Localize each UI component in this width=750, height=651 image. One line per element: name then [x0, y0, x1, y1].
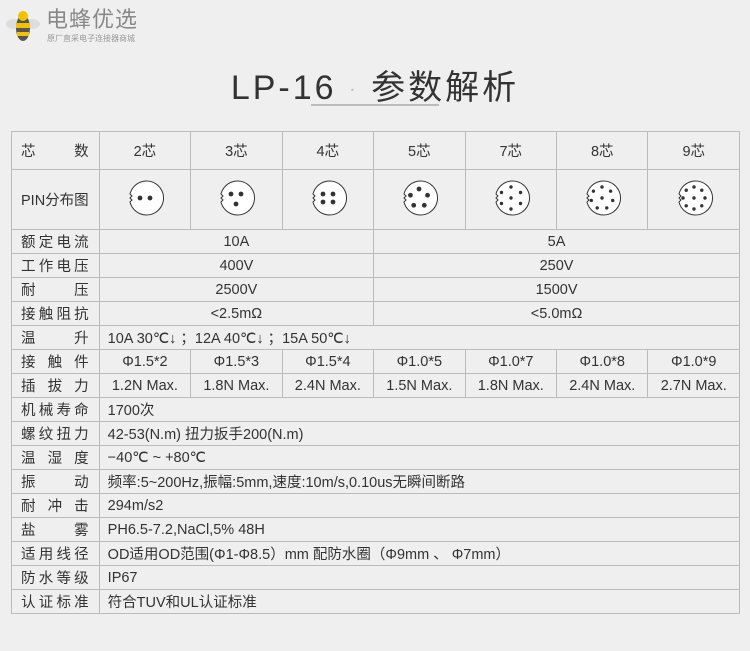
header-row: 芯 数 2芯 3芯 4芯 5芯 7芯 8芯 9芯 — [11, 131, 740, 170]
logo: 电蜂优选 原厂直采电子连接器商城 — [6, 6, 138, 46]
value-cell: −40℃ ~ +80℃ — [98, 445, 741, 470]
core-count-header: 4芯 — [281, 131, 375, 170]
value-cell: Φ1.5*2 — [98, 349, 192, 374]
page-title: LP-16 · 参数解析 — [0, 60, 750, 109]
table-row: 适用线径 OD适用OD范围(Φ1-Φ8.5）mm 配防水圈（Φ9mm 、 Φ7mm… — [11, 541, 741, 566]
value-cell: 1.5N Max. — [373, 373, 466, 398]
core-count-header: 8芯 — [556, 131, 649, 170]
core-count-header: 2芯 — [98, 131, 192, 170]
value-cell: 294m/s2 — [98, 493, 741, 518]
table-row: 机械寿命 1700次 — [11, 397, 741, 422]
value-cell: 1700次 — [98, 397, 741, 422]
value-cell: 1.8N Max. — [464, 373, 558, 398]
row-label: 温 升 — [11, 325, 100, 350]
pin-diagram-cell — [556, 169, 649, 230]
row-label: PIN分布图 — [11, 169, 100, 230]
title-underline — [311, 104, 439, 106]
value-cell: IP67 — [98, 565, 741, 590]
value-cell: 42-53(N.m) 扭力扳手200(N.m) — [98, 421, 741, 446]
value-cell: <5.0mΩ — [373, 301, 740, 326]
pin-diagram-cell — [647, 169, 740, 230]
value-cell: <2.5mΩ — [98, 301, 375, 326]
row-label: 插 拔 力 — [11, 373, 100, 398]
row-label: 盐 雾 — [11, 517, 100, 542]
row-label: 芯 数 — [11, 131, 100, 170]
value-cell: 频率:5~200Hz,振幅:5mm,速度:10m/s,0.10us无瞬间断路 — [98, 469, 741, 494]
pin-layout-icon — [403, 180, 439, 215]
table-row: 认证标准 符合TUV和UL认证标准 — [11, 589, 741, 614]
row-label: 认证标准 — [11, 589, 100, 614]
table-row: 接 触 件 Φ1.5*2 Φ1.5*3 Φ1.5*4 Φ1.0*5 Φ1.0*7 Φ1.0*… — [11, 349, 740, 374]
table-row: 耐 冲 击 294m/s2 — [11, 493, 741, 518]
core-count-header: 7芯 — [464, 131, 558, 170]
row-label: 接 触 件 — [11, 349, 100, 374]
value-cell: 250V — [373, 253, 740, 278]
table-row: 防水等级 IP67 — [11, 565, 741, 590]
logo-name: 电蜂优选 — [46, 7, 139, 33]
bee-logo-icon — [6, 11, 40, 41]
value-cell: Φ1.0*9 — [647, 349, 740, 374]
row-label: 耐 冲 击 — [11, 493, 100, 518]
table-row: 耐 压 2500V 1500V — [11, 277, 740, 302]
table-row: 额定电流 10A 5A — [11, 229, 740, 254]
table-row: 温 湿 度 −40℃ ~ +80℃ — [11, 445, 741, 470]
value-cell: 2.7N Max. — [647, 373, 740, 398]
value-cell: 10A 30℃↓ ；12A 40℃↓ ；15A 50℃↓ — [98, 325, 741, 350]
table-row: 工作电压 400V 250V — [11, 253, 740, 278]
value-cell: Φ1.5*3 — [190, 349, 283, 374]
pin-layout-icon — [129, 180, 164, 215]
pin-layout-icon — [495, 180, 530, 215]
value-cell: 符合TUV和UL认证标准 — [98, 589, 741, 614]
row-label: 接触阻抗 — [11, 301, 100, 326]
table-row: 插 拔 力 1.2N Max. 1.8N Max. 2.4N Max. 1.5N Max… — [11, 373, 740, 398]
row-label: 额定电流 — [11, 229, 100, 254]
value-cell: 400V — [98, 253, 375, 278]
value-cell: PH6.5-7.2,NaCl,5% 48H — [98, 517, 741, 542]
pin-diagram-cell — [281, 169, 375, 230]
pin-layout-icon — [220, 180, 256, 215]
row-label: 机械寿命 — [11, 397, 100, 422]
pin-layout-icon — [678, 180, 713, 215]
row-label: 螺纹扭力 — [11, 421, 100, 446]
model-name: LP-16 — [230, 69, 337, 107]
value-cell: 2.4N Max. — [556, 373, 649, 398]
value-cell: 5A — [373, 229, 740, 254]
value-cell: Φ1.0*7 — [464, 349, 558, 374]
table-row: 接触阻抗 <2.5mΩ <5.0mΩ — [11, 301, 740, 326]
row-label: 耐 压 — [11, 277, 100, 302]
logo-slogan: 原厂直采电子连接器商城 — [47, 33, 135, 43]
title-text: 参数解析 — [371, 69, 520, 107]
table-row: 振 动频率:5~200Hz,振幅:5mm,速度:10m/s,0.10us无瞬间断… — [11, 469, 741, 494]
core-count-header: 9芯 — [647, 131, 740, 170]
row-label: 温 湿 度 — [11, 445, 100, 470]
value-cell: 1.2N Max. — [98, 373, 192, 398]
core-count-header: 3芯 — [190, 131, 283, 170]
pin-layout-icon — [586, 180, 622, 215]
value-cell: 1500V — [373, 277, 740, 302]
pin-diagram-cell — [98, 169, 192, 230]
row-label: 振 动 — [11, 469, 100, 494]
value-cell: 2500V — [98, 277, 375, 302]
table-row: 盐 雾 PH6.5-7.2,NaCl,5% 48H — [11, 517, 741, 542]
row-label: 防水等级 — [11, 565, 100, 590]
pin-diagram-cell — [373, 169, 466, 230]
row-label: 适用线径 — [11, 541, 100, 566]
pin-layout-icon — [312, 180, 347, 215]
row-label: 工作电压 — [11, 253, 100, 278]
value-cell: Φ1.0*5 — [373, 349, 466, 374]
value-cell: OD适用OD范围(Φ1-Φ8.5）mm 配防水圈（Φ9mm 、 Φ7mm） — [98, 541, 741, 566]
table-row: 螺纹扭力 42-53(N.m) 扭力扳手200(N.m) — [11, 421, 741, 446]
value-cell: Φ1.0*8 — [556, 349, 649, 374]
table-row: 温 升 10A 30℃↓ ；12A 40℃↓ ；15A 50℃↓ — [11, 325, 741, 350]
title-separator: · — [349, 78, 359, 101]
pin-diagram-cell — [190, 169, 283, 230]
value-cell: 1.8N Max. — [190, 373, 283, 398]
pin-row: PIN分布图 — [11, 169, 740, 230]
value-cell: 2.4N Max. — [281, 373, 375, 398]
pin-diagram-cell — [464, 169, 558, 230]
spec-table: 芯 数 2芯 3芯 4芯 5芯 7芯 8芯 9芯 PIN分布图 额定电流 10A 5A 工作电压 400V… — [11, 131, 741, 614]
value-cell: Φ1.5*4 — [281, 349, 375, 374]
core-count-header: 5芯 — [373, 131, 466, 170]
value-cell: 10A — [98, 229, 375, 254]
